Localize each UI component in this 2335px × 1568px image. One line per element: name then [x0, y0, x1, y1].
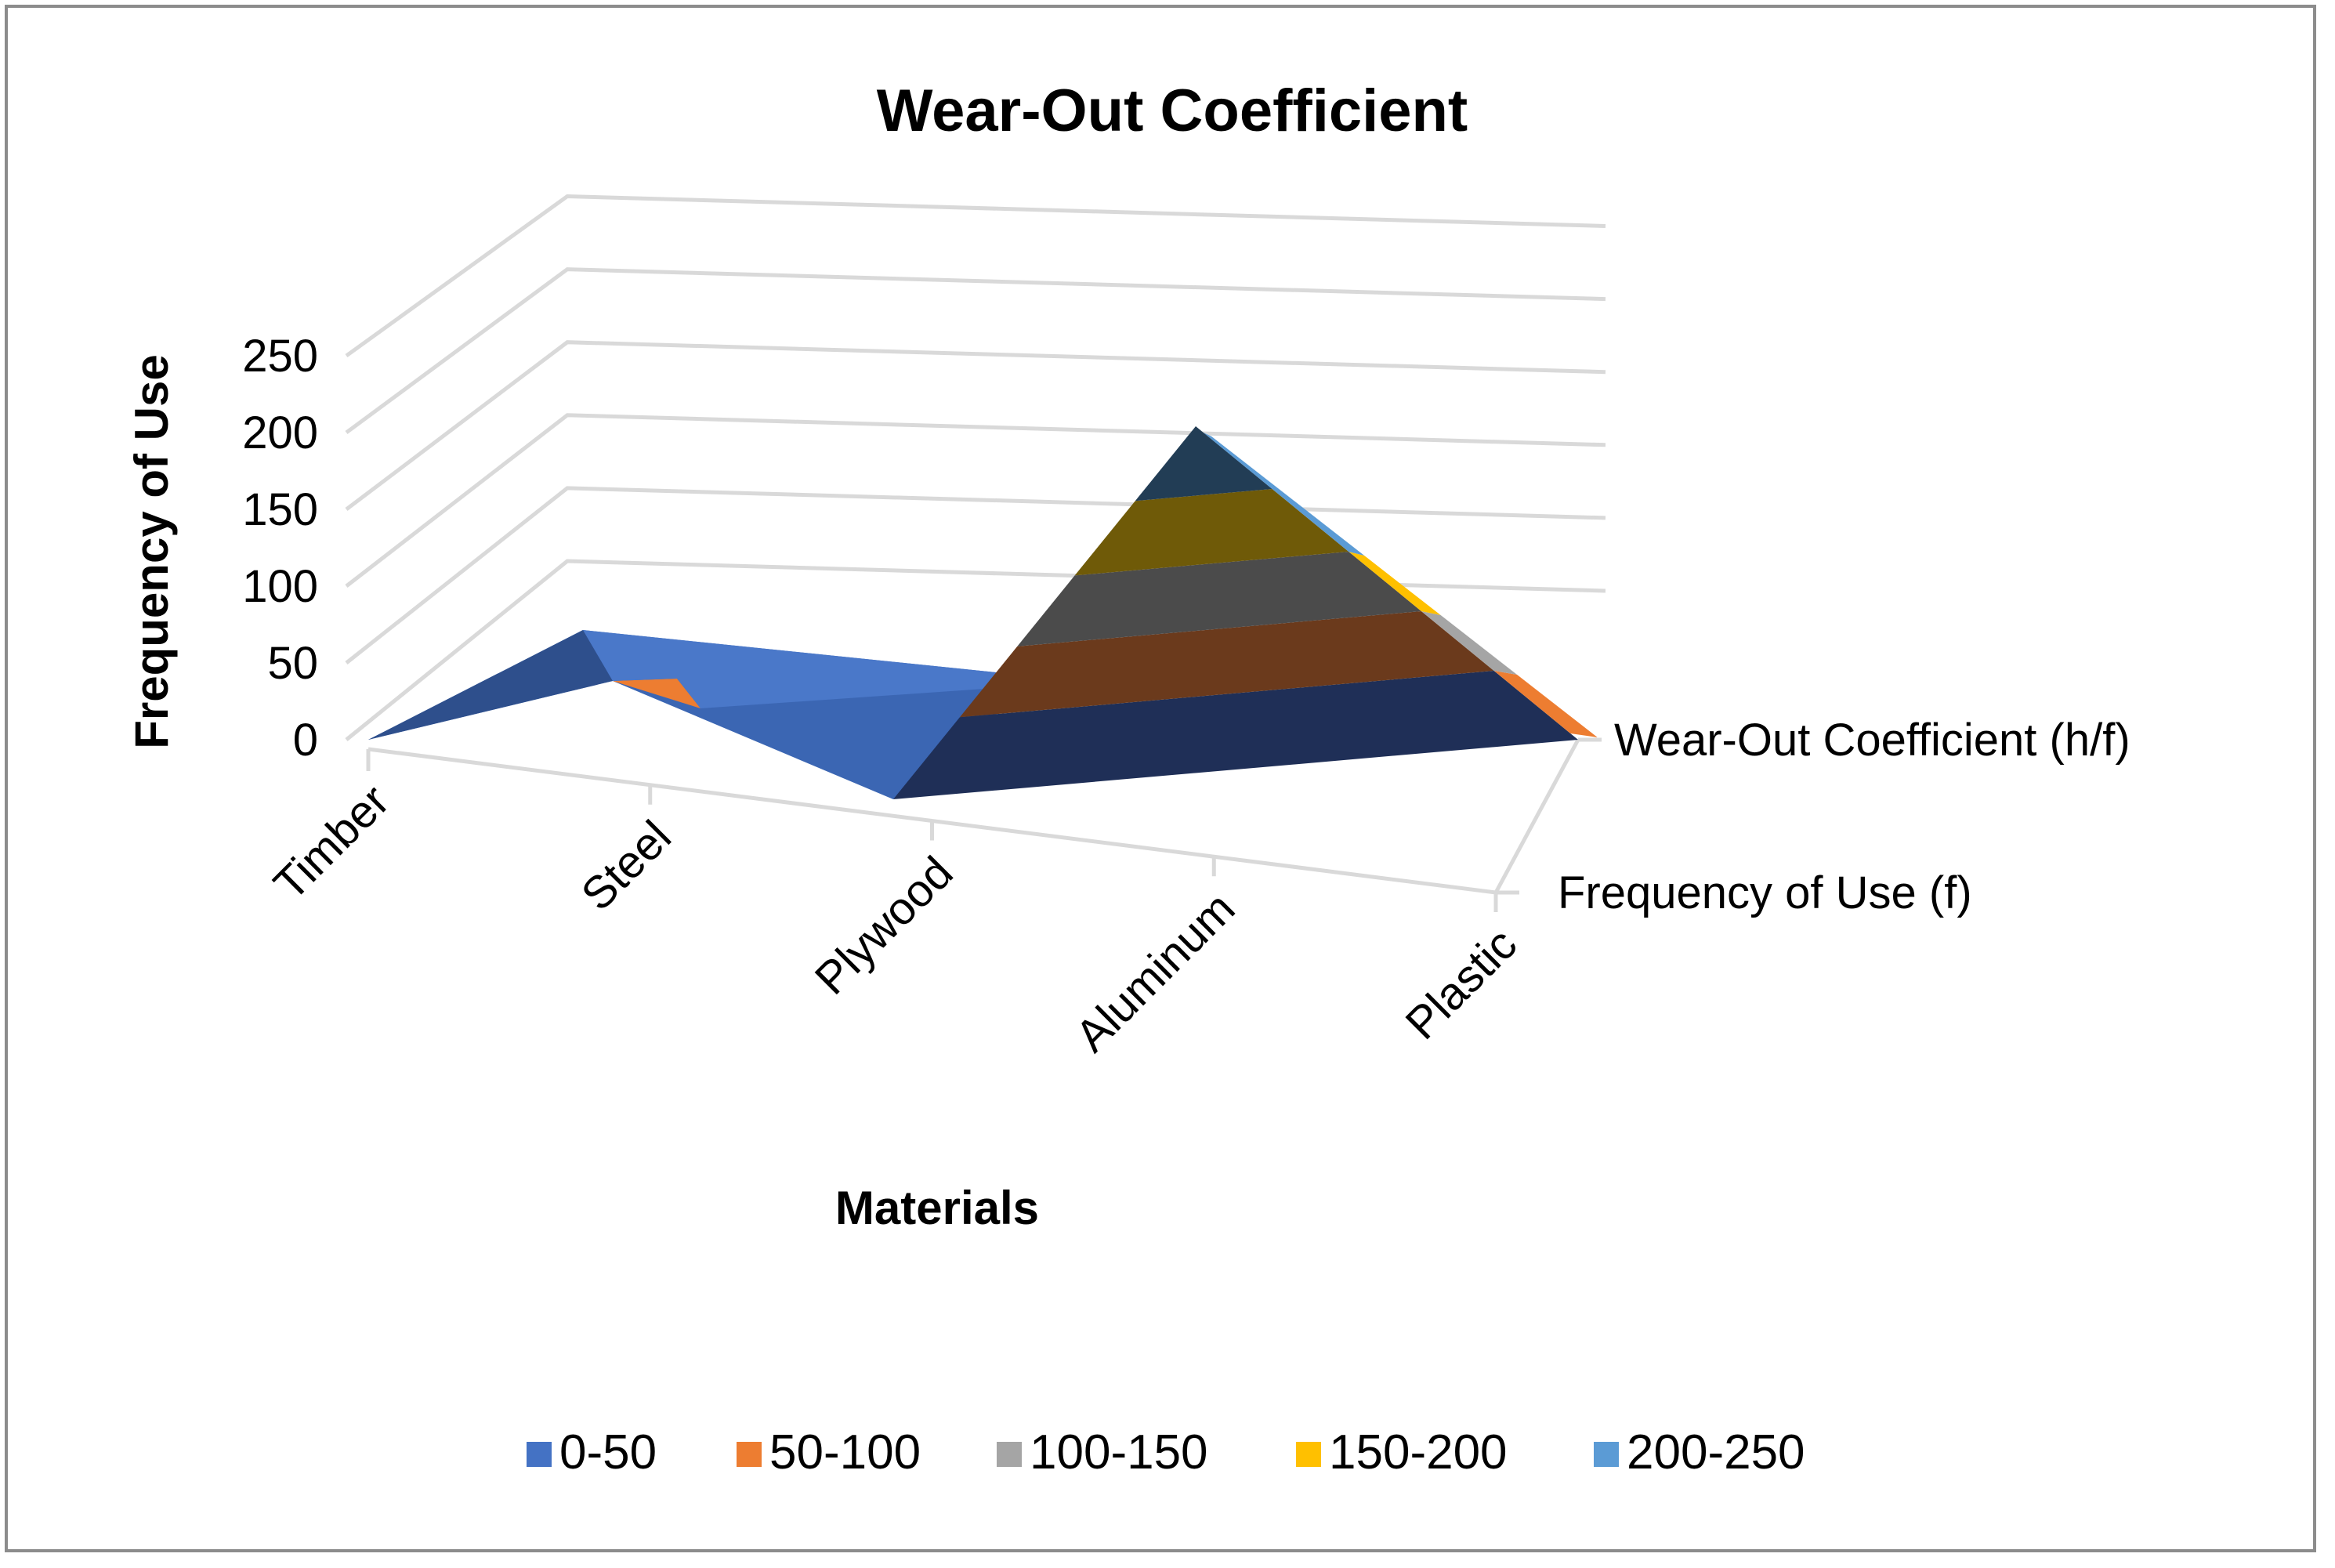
axes	[366, 737, 1602, 912]
surface-plot	[368, 426, 1598, 799]
legend-label-150-200: 150-200	[1329, 1425, 1508, 1479]
surface-band-50-100-steel	[613, 679, 700, 708]
y-tick-label-0: 0	[293, 715, 318, 766]
depth-axis-line	[1493, 738, 1580, 894]
x-tick-label-plywood: Plywood	[805, 847, 963, 1005]
y-axis-title: Frequency of Use	[125, 354, 178, 748]
legend-swatch-150-200	[1296, 1442, 1321, 1467]
gridline-100	[345, 413, 1606, 588]
x-axis-title: Materials	[835, 1182, 1039, 1234]
legend-swatch-0-50	[527, 1442, 552, 1467]
peak-band-50-100	[959, 611, 1494, 718]
legend: 0-50 50-100 100-150 150-200 200-250	[527, 1425, 1805, 1479]
peak-edge-200-250	[1203, 433, 1365, 556]
y-tick-label-150: 150	[242, 484, 318, 535]
x-tick-label-plastic: Plastic	[1396, 918, 1526, 1049]
surface-band-0-50-mid	[583, 630, 1041, 708]
legend-swatch-200-250	[1594, 1442, 1619, 1467]
gridline-250	[345, 194, 1606, 358]
series-label-wear-out: Wear-Out Coefficient (h/f)	[1614, 715, 2130, 766]
peak-edge-150-200	[1349, 552, 1441, 615]
x-tick-label-steel: Steel	[571, 811, 680, 920]
series-label-frequency: Frequency of Use (f)	[1558, 867, 1972, 918]
y-tick-label-200: 200	[242, 407, 318, 458]
y-tick-label-50: 50	[267, 638, 318, 689]
peak-band-100-150	[1017, 552, 1421, 646]
chart-canvas: Wear-Out Coefficient 0 50 100 150 200 250 Tim…	[125, 78, 2130, 1479]
x-tick-label-timber: Timber	[264, 775, 399, 910]
peak-band-150-200	[1074, 489, 1349, 576]
y-tick-labels: 0 50 100 150 200 250	[242, 331, 318, 766]
peak-edge-100-150	[1421, 611, 1518, 675]
peak-band-0-50	[893, 671, 1578, 799]
x-tick-label-aluminum: Aluminum	[1066, 882, 1244, 1061]
chart-frame: Wear-Out Coefficient 0 50 100 150 200 250 Tim…	[5, 5, 2316, 1552]
legend-label-50-100: 50-100	[769, 1425, 921, 1479]
legend-label-200-250: 200-250	[1627, 1425, 1805, 1479]
chart-title: Wear-Out Coefficient	[877, 78, 1468, 144]
y-tick-label-100: 100	[242, 561, 318, 612]
legend-swatch-50-100	[737, 1442, 762, 1467]
surface-band-0-50-edge	[368, 630, 613, 740]
gridline-150	[345, 340, 1606, 511]
legend-label-0-50: 0-50	[559, 1425, 657, 1479]
y-tick-label-250: 250	[242, 331, 318, 382]
legend-label-100-150: 100-150	[1030, 1425, 1208, 1479]
legend-swatch-100-150	[997, 1442, 1022, 1467]
peak-band-200-250	[1135, 426, 1272, 502]
peak-edge-50-100	[1493, 671, 1598, 737]
gridline-200	[345, 267, 1606, 435]
